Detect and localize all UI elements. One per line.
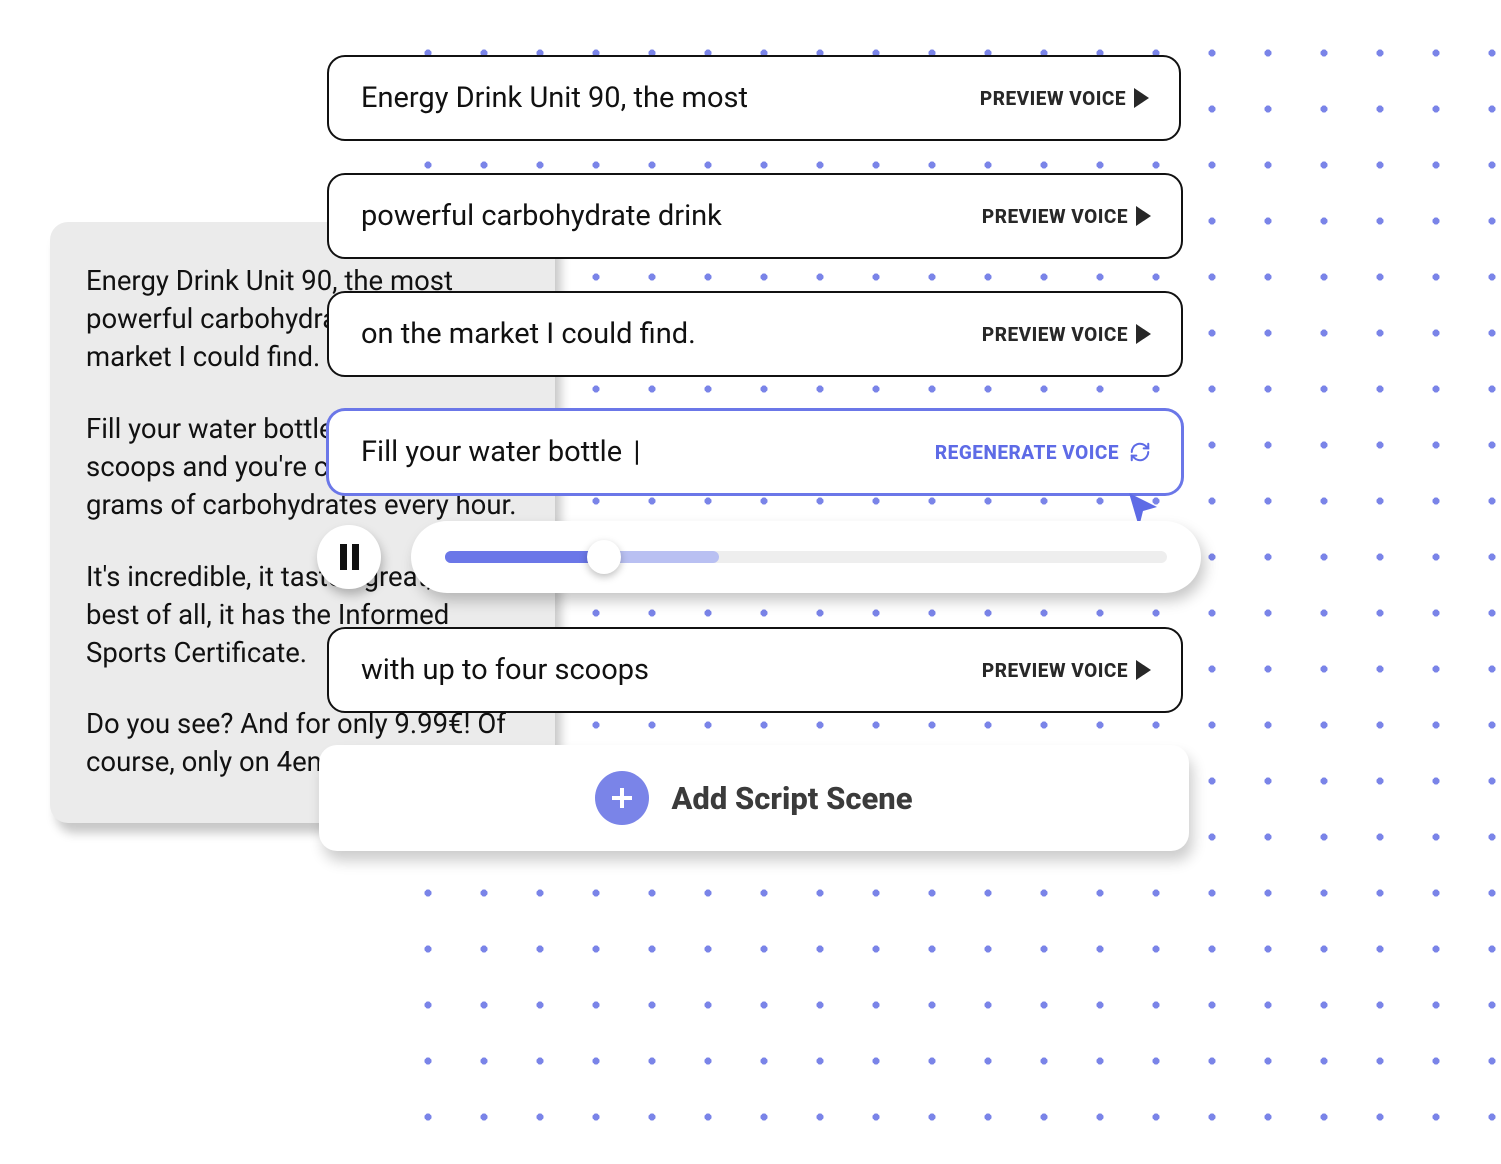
scene-card[interactable]: with up to four scoops PREVIEW VOICE [327, 627, 1183, 713]
refresh-icon [1129, 441, 1151, 463]
scene-text: on the market I could find. [361, 317, 696, 351]
scene-card[interactable]: on the market I could find. PREVIEW VOIC… [327, 291, 1183, 377]
progress-thumb[interactable] [587, 540, 621, 574]
add-scene-label: Add Script Scene [671, 780, 912, 817]
play-icon [1136, 660, 1151, 680]
preview-voice-button[interactable]: PREVIEW VOICE [980, 87, 1149, 110]
preview-voice-button[interactable]: PREVIEW VOICE [982, 659, 1151, 682]
play-icon [1134, 88, 1149, 108]
scene-text: with up to four scoops [361, 653, 649, 687]
preview-voice-label: PREVIEW VOICE [982, 323, 1128, 346]
pause-icon [340, 544, 359, 570]
play-icon [1136, 206, 1151, 226]
text-cursor: | [633, 435, 640, 469]
preview-voice-label: PREVIEW VOICE [982, 659, 1128, 682]
scene-list: Energy Drink Unit 90, the most PREVIEW V… [327, 55, 1213, 851]
progress-track-container [411, 521, 1201, 593]
plus-icon [595, 771, 649, 825]
preview-voice-button[interactable]: PREVIEW VOICE [982, 205, 1151, 228]
preview-voice-button[interactable]: PREVIEW VOICE [982, 323, 1151, 346]
scene-card-active[interactable]: Fill your water bottle | REGENERATE VOIC… [327, 409, 1183, 495]
played-bar [445, 551, 604, 563]
play-icon [1136, 324, 1151, 344]
scene-text-editing[interactable]: Fill your water bottle | [361, 435, 640, 469]
preview-voice-label: PREVIEW VOICE [982, 205, 1128, 228]
add-script-scene-button[interactable]: Add Script Scene [319, 745, 1189, 851]
progress-track[interactable] [445, 551, 1167, 563]
scene-text-value: Fill your water bottle [361, 435, 629, 469]
scene-text: Energy Drink Unit 90, the most [361, 81, 748, 115]
scene-text: powerful carbohydrate drink [361, 199, 722, 233]
scene-card[interactable]: Energy Drink Unit 90, the most PREVIEW V… [327, 55, 1181, 141]
scene-card[interactable]: powerful carbohydrate drink PREVIEW VOIC… [327, 173, 1183, 259]
regenerate-voice-button[interactable]: REGENERATE VOICE [935, 441, 1151, 464]
pause-button[interactable] [317, 525, 381, 589]
audio-player [333, 521, 1213, 593]
preview-voice-label: PREVIEW VOICE [980, 87, 1126, 110]
regenerate-voice-label: REGENERATE VOICE [935, 441, 1119, 464]
